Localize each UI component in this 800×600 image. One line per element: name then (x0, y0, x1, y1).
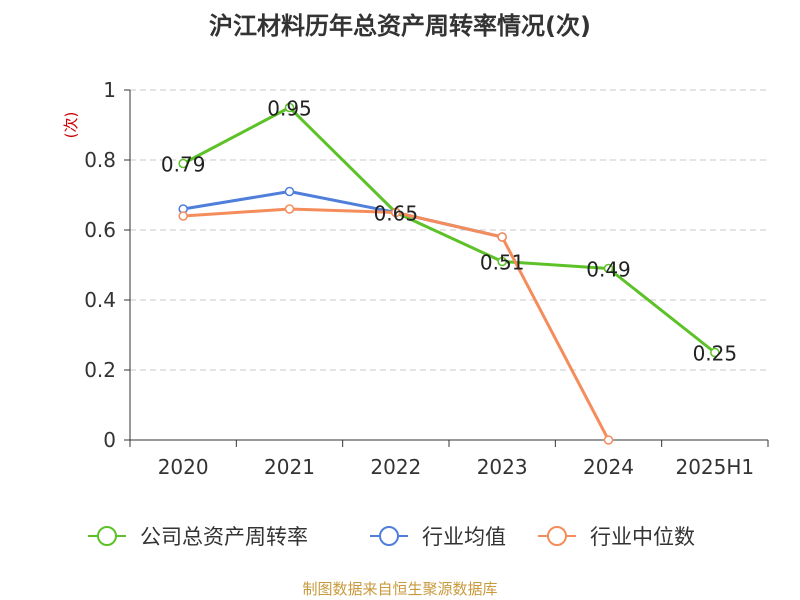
axes: 0 0.2 0.4 0.6 0.8 1 2020 2021 2022 2023 2024 2025H1… (62, 78, 769, 479)
legend-swatch-marker (547, 526, 567, 546)
y-tick-label: 0.6 (84, 218, 116, 242)
series-lines (178, 102, 720, 445)
legend: 公司总资产周转率 行业均值 行业中位数 (88, 525, 695, 549)
data-point (603, 263, 614, 274)
data-label: 0.65 (374, 202, 419, 226)
data-point (284, 204, 295, 214)
data-label: 0.51 (480, 251, 525, 275)
legend-item: 行业均值 (370, 525, 506, 549)
series-2 (178, 204, 614, 445)
legend-label: 行业中位数 (590, 525, 695, 549)
x-tick-label: 2022 (370, 455, 421, 479)
x-tick-label: 2021 (264, 455, 315, 479)
y-tick-label: 0.4 (84, 288, 116, 312)
x-tick-label: 2023 (477, 455, 528, 479)
y-tick-label: 0.2 (84, 358, 116, 382)
legend-item: 行业中位数 (538, 525, 695, 549)
data-point (284, 186, 295, 197)
legend-swatch-marker (379, 526, 399, 546)
x-tick-label: 2024 (583, 455, 634, 479)
data-point (710, 347, 720, 358)
legend-label: 行业均值 (422, 525, 506, 549)
series-line (183, 207, 610, 441)
chart-title: 沪江材料历年总资产周转率情况(次) (209, 12, 591, 40)
data-point (284, 102, 295, 113)
data-label: 0.25 (693, 342, 738, 366)
data-label: 0.95 (267, 97, 312, 121)
y-tick-label: 1 (103, 78, 116, 102)
data-point (497, 232, 507, 242)
y-axis-label: (次) (62, 112, 80, 139)
series-line (182, 106, 716, 354)
legend-item: 公司总资产周转率 (88, 525, 308, 549)
y-tick-label: 0.8 (84, 148, 116, 172)
data-label: 0.49 (586, 258, 631, 282)
legend-label: 公司总资产周转率 (140, 525, 308, 549)
legend-swatch-marker (97, 526, 117, 546)
data-point (603, 435, 614, 445)
grid-lines (130, 89, 768, 371)
data-label: 0.79 (161, 153, 206, 177)
data-point (497, 256, 507, 267)
data-point (178, 211, 188, 221)
data-labels: 0.79 0.95 0.65 0.51 0.49 0.25 (161, 97, 737, 366)
source-note: 制图数据来自恒生聚源数据库 (302, 580, 498, 598)
series-0 (178, 102, 720, 358)
y-tick-label: 0 (103, 428, 116, 452)
x-tick-label: 2025H1 (675, 455, 754, 479)
data-point (178, 158, 188, 169)
x-tick-label: 2020 (158, 455, 209, 479)
data-point (391, 207, 401, 218)
